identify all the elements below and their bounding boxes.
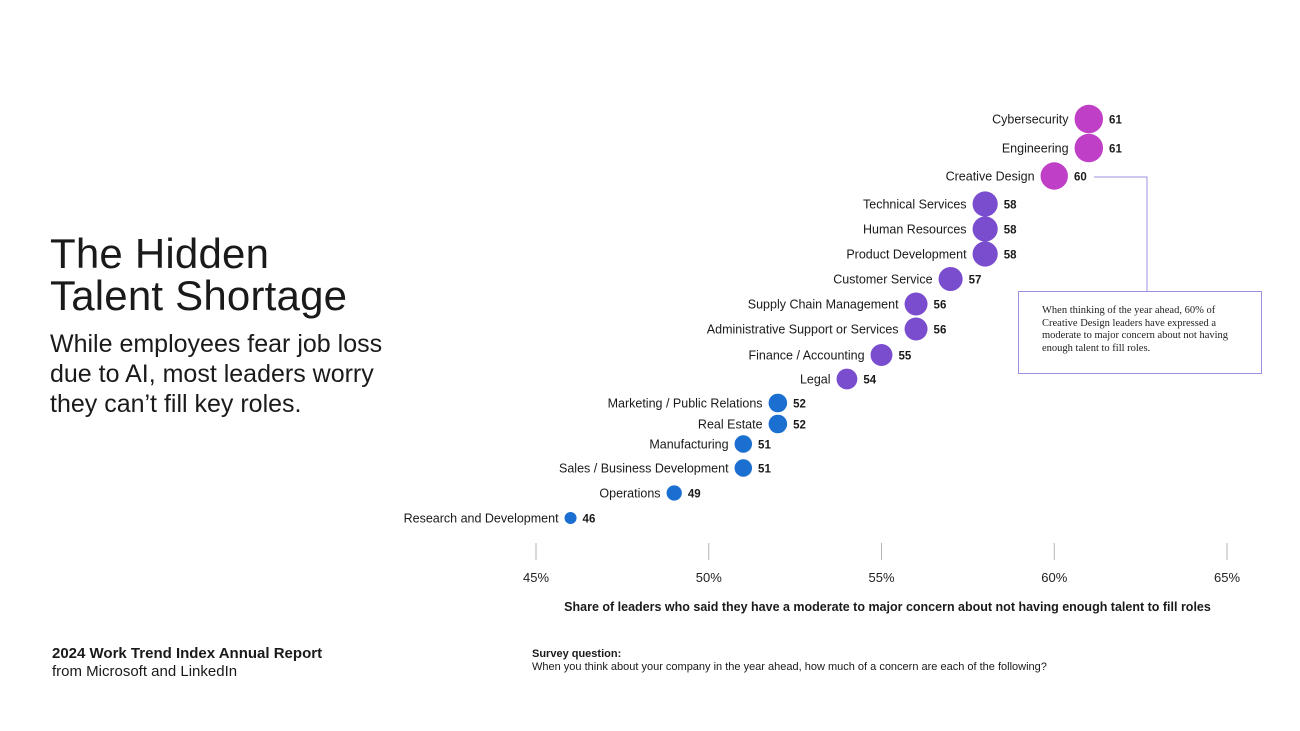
data-point (768, 414, 788, 434)
category-label: Sales / Business Development (559, 462, 729, 476)
category-label: Manufacturing (649, 438, 728, 452)
data-point (768, 393, 788, 413)
data-label: 56 (934, 325, 947, 337)
data-label: 55 (898, 351, 911, 363)
category-label: Real Estate (698, 418, 763, 432)
data-point (734, 435, 753, 453)
data-point (734, 459, 753, 477)
data-point (904, 292, 928, 316)
category-label: Customer Service (833, 273, 932, 287)
data-label: 52 (793, 420, 806, 432)
data-point (938, 266, 963, 292)
data-label: 58 (1004, 225, 1017, 237)
category-label: Technical Services (863, 198, 967, 212)
data-point (870, 344, 893, 366)
category-label: Creative Design (946, 170, 1035, 184)
data-point (972, 191, 998, 217)
category-label: Product Development (846, 248, 967, 262)
report-title: 2024 Work Trend Index Annual Report (52, 645, 323, 662)
category-label: Supply Chain Management (748, 298, 899, 312)
data-label: 52 (793, 399, 806, 411)
title-line-2: Talent Shortage (50, 272, 348, 319)
data-label: 49 (688, 489, 701, 501)
category-label: Cybersecurity (992, 113, 1069, 127)
x-tick-label: 45% (523, 570, 549, 585)
category-label: Marketing / Public Relations (608, 397, 763, 411)
data-label: 51 (758, 464, 771, 476)
page-title: The Hidden Talent Shortage (50, 233, 410, 317)
category-label: Engineering (1002, 142, 1069, 156)
category-label: Finance / Accounting (749, 349, 865, 363)
survey-label: Survey question: (532, 648, 622, 660)
data-label: 46 (583, 514, 596, 526)
callout-box: When thinking of the year ahead, 60% of … (1018, 291, 1262, 374)
x-tick-label: 60% (1041, 570, 1067, 585)
data-label: 58 (1004, 200, 1017, 212)
data-label: 56 (934, 300, 947, 312)
survey-question: When you think about your company in the… (532, 661, 1047, 673)
data-label: 60 (1074, 172, 1087, 184)
category-label: Human Resources (863, 223, 967, 237)
data-point (836, 368, 858, 390)
data-label: 61 (1109, 115, 1122, 127)
data-point (666, 485, 682, 501)
data-point (1074, 133, 1104, 163)
x-tick-label: 65% (1214, 570, 1240, 585)
category-label: Administrative Support or Services (707, 323, 899, 337)
callout-connector-line (1093, 176, 1148, 291)
x-tick-label: 50% (696, 570, 722, 585)
x-tick-label: 55% (868, 570, 894, 585)
data-label: 58 (1004, 250, 1017, 262)
title-line-1: The Hidden (50, 230, 270, 277)
page-subtitle: While employees fear job loss due to AI,… (50, 330, 383, 418)
data-point (1040, 162, 1068, 190)
report-source: from Microsoft and LinkedIn (52, 663, 238, 680)
data-point (972, 241, 998, 267)
data-label: 54 (863, 375, 876, 387)
data-label: 57 (969, 275, 982, 287)
data-point (972, 216, 998, 242)
data-label: 61 (1109, 144, 1122, 156)
category-label: Legal (800, 373, 831, 387)
x-axis-label: Share of leaders who said they have a mo… (564, 600, 1211, 614)
data-label: 51 (758, 440, 771, 452)
category-label: Operations (599, 487, 660, 501)
data-point (904, 317, 928, 341)
data-point (1074, 104, 1104, 134)
data-point (564, 512, 577, 524)
category-label: Research and Development (404, 512, 559, 526)
